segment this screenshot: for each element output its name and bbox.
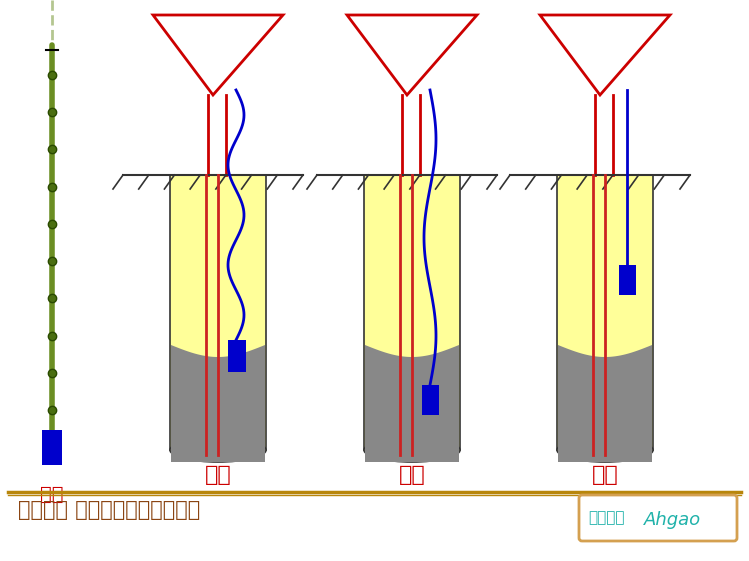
Text: Ahgao: Ahgao	[644, 511, 701, 529]
Text: 没入: 没入	[398, 465, 425, 485]
Text: 测绳: 测绳	[40, 485, 64, 504]
Text: 图片制作: 图片制作	[588, 511, 625, 526]
Bar	[42, 430, 62, 465]
Polygon shape	[364, 175, 460, 450]
Bar	[619, 265, 636, 295]
Text: 放入: 放入	[204, 465, 231, 485]
Polygon shape	[558, 345, 652, 462]
Polygon shape	[365, 345, 459, 462]
Ellipse shape	[364, 438, 460, 462]
Ellipse shape	[557, 438, 653, 462]
Polygon shape	[557, 175, 653, 450]
Bar	[228, 340, 246, 372]
Text: 利用测绳 确定沉渣厚度、砼标高: 利用测绳 确定沉渣厚度、砼标高	[18, 500, 200, 520]
FancyBboxPatch shape	[579, 495, 737, 541]
Ellipse shape	[170, 438, 266, 462]
Text: 提起: 提起	[592, 465, 619, 485]
Polygon shape	[171, 345, 265, 462]
Bar	[422, 385, 439, 415]
Polygon shape	[170, 175, 266, 450]
